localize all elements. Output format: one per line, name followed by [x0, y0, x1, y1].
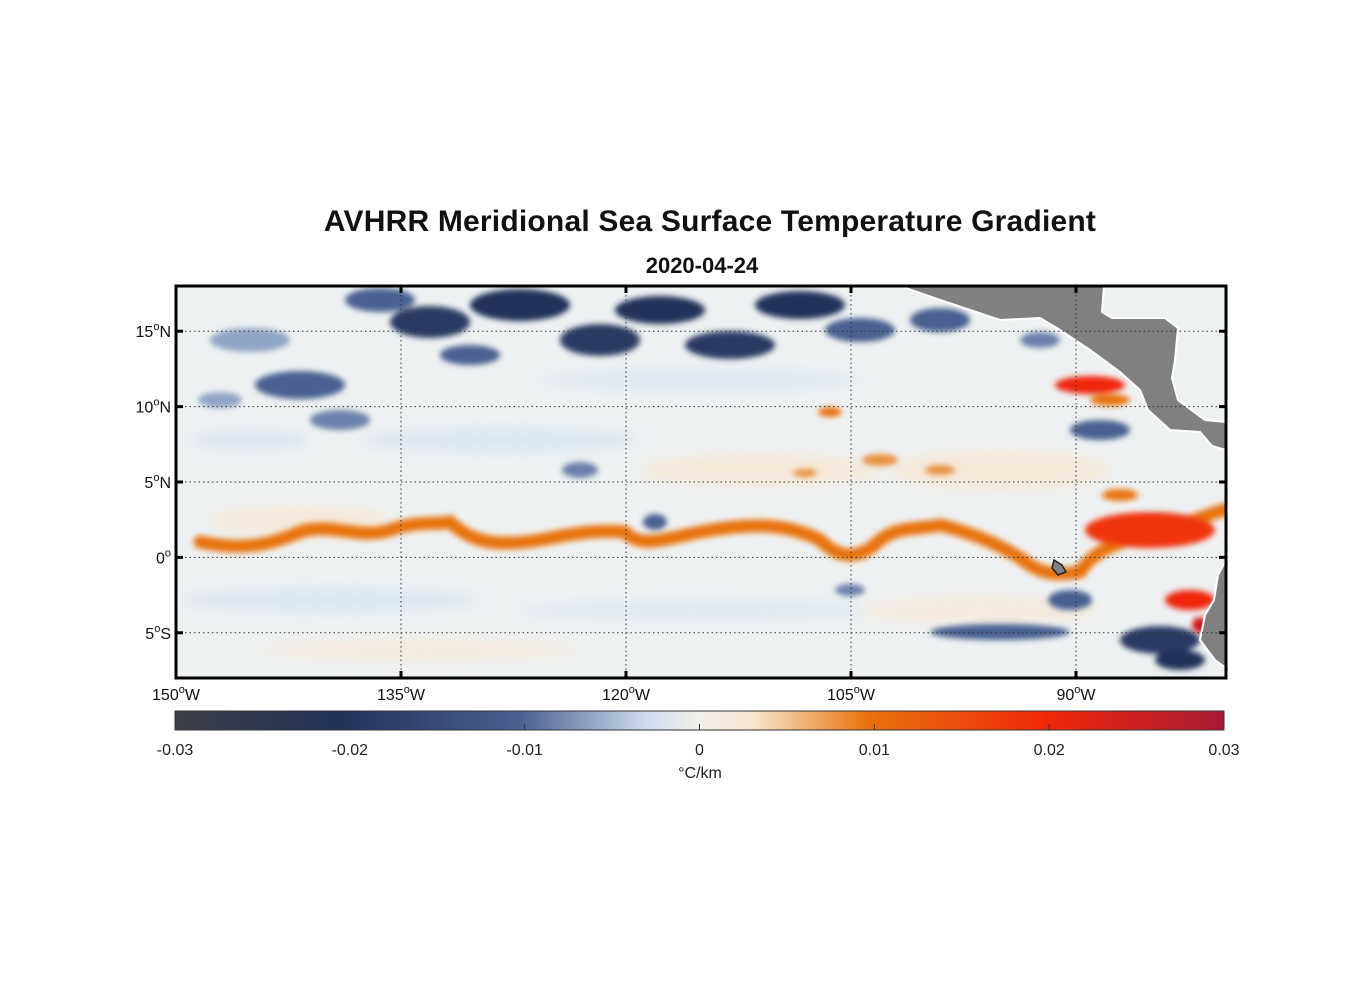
colorbar-tick-label: 0.02: [1034, 742, 1065, 759]
degree-symbol: o: [154, 623, 160, 635]
sst-gradient-field: [176, 286, 1226, 678]
degree-symbol: o: [404, 684, 410, 696]
colorbar-unit: °C/km: [678, 765, 722, 782]
lon-label: 90oW: [1056, 684, 1096, 704]
colorbar-tick-label: 0.03: [1208, 742, 1239, 759]
lon-label: 150oW: [152, 684, 201, 704]
lon-label: 120oW: [602, 684, 651, 704]
degree-symbol: o: [179, 684, 185, 696]
land-central-america: [899, 286, 1226, 452]
degree-symbol: o: [153, 321, 159, 333]
lat-label: 5oS: [145, 623, 171, 643]
lon-label: 105oW: [827, 684, 876, 704]
land-south-america: [1198, 559, 1226, 670]
degree-symbol: o: [153, 472, 159, 484]
lat-label: 15oN: [136, 321, 171, 341]
colorbar-ticks: -0.03 -0.02 -0.01 0 0.01 0.02 0.03: [157, 724, 1240, 759]
lat-label: 10oN: [136, 397, 171, 417]
degree-symbol: o: [165, 547, 171, 559]
longitude-labels: 150oW 135oW 120oW 105oW 90oW: [152, 286, 1096, 704]
colorbar-tick-label: 0.01: [859, 742, 890, 759]
degree-symbol: o: [153, 397, 159, 409]
colorbar-tick-label: -0.03: [157, 742, 194, 759]
colorbar-tick-label: 0: [695, 742, 704, 759]
degree-symbol: o: [629, 684, 635, 696]
lon-label: 135oW: [377, 684, 426, 704]
lat-label: 0o: [156, 547, 171, 567]
latitude-labels: 15oN 10oN 5oN 0o 5oS: [136, 321, 1226, 643]
lat-label: 5oN: [144, 472, 171, 492]
map-date: 2020-04-24: [645, 253, 759, 278]
degree-symbol: o: [854, 684, 860, 696]
map-title: AVHRR Meridional Sea Surface Temperature…: [323, 205, 1097, 238]
colorbar-tick-label: -0.01: [506, 742, 543, 759]
colorbar-tick-label: -0.02: [332, 742, 369, 759]
land-galapagos: [1051, 558, 1068, 576]
degree-symbol: o: [1074, 684, 1080, 696]
